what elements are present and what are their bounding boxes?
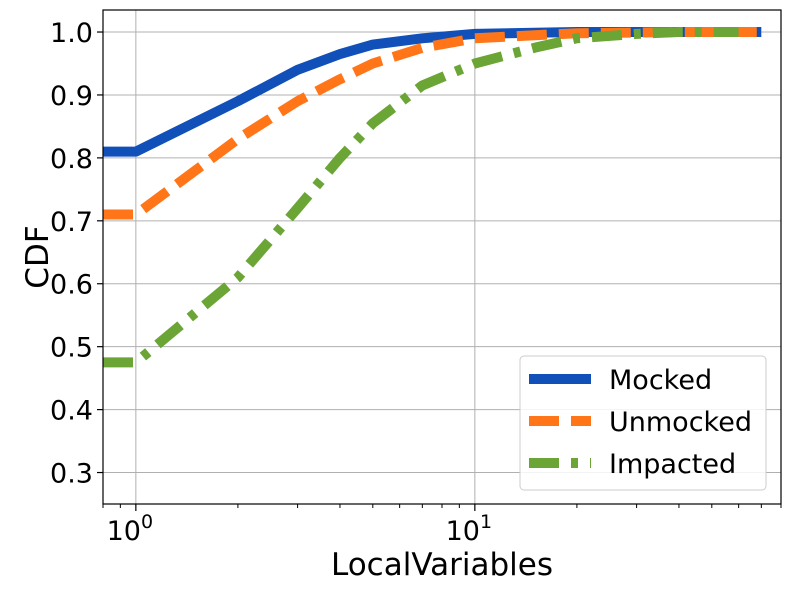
y-tick-label: 0.7	[50, 207, 93, 238]
series-line-unmocked	[103, 27, 762, 220]
series-line-impacted	[103, 27, 739, 368]
series-layer	[103, 27, 762, 368]
legend-box	[519, 355, 767, 491]
legend-label-unmocked: Unmocked	[609, 407, 752, 438]
tick-labels: 0.3 0.4 0.5 0.6 0.7 0.8 0.9 1.0 100 101	[50, 18, 492, 547]
x-tick-label: 100	[107, 511, 153, 547]
y-tick-label: 0.6	[50, 270, 93, 301]
x-axis-label: LocalVariables	[331, 547, 553, 583]
series-line-mocked	[103, 27, 762, 157]
y-tick-label: 0.4	[50, 396, 93, 427]
legend-label-impacted: Impacted	[609, 449, 736, 480]
legend-label-mocked: Mocked	[609, 365, 712, 396]
y-tick-label: 0.9	[50, 81, 93, 112]
y-tick-label: 1.0	[50, 18, 93, 49]
y-tick-label: 0.3	[50, 459, 93, 490]
y-tick-label: 0.8	[50, 144, 93, 175]
legend: Mocked Unmocked Impacted	[519, 355, 767, 491]
y-tick-label: 0.5	[50, 333, 93, 364]
tick-marks	[97, 31, 782, 511]
y-axis-label: CDF	[20, 225, 56, 288]
x-tick-label: 101	[446, 511, 492, 547]
